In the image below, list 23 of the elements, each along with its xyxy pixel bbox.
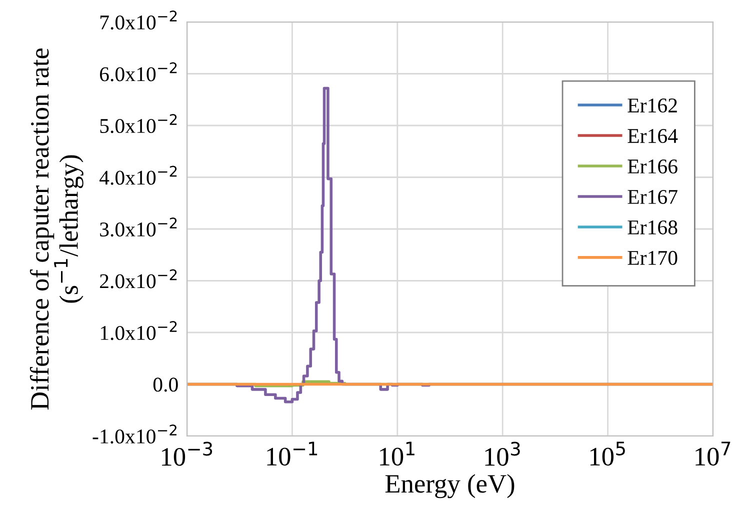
legend-label: Er162 xyxy=(628,98,677,113)
y-tick-label: 7.0x10$^{−2}$ xyxy=(100,10,177,30)
y-tick-label: 3.0x10$^{−2}$ xyxy=(100,218,177,237)
y-tick-label: 4.0x10$^{−2}$ xyxy=(99,166,177,185)
y-tick-label: 2.0x10$^{−2}$ xyxy=(100,269,177,288)
y-tick-label: 1.0x10$^{−2}$ xyxy=(100,321,177,340)
legend-label: Er166 xyxy=(628,160,678,174)
x-tick-label: 10$^{−1}$ xyxy=(267,442,318,466)
y-axis-title: Difference of caputer reaction rate (s$^{−1}$/lethargy) xyxy=(30,48,84,410)
legend-label: Er167 xyxy=(628,190,678,204)
x-tick-label: 10$^{1}$ xyxy=(380,442,414,466)
legend-label: Er168 xyxy=(628,220,678,234)
x-tick-label: 10$^{5}$ xyxy=(590,442,625,466)
y-tick-label: 0.0 xyxy=(153,378,178,392)
legend-label: Er170 xyxy=(628,250,678,265)
legend-label: Er164 xyxy=(628,129,678,144)
y-tick-label: 5.0x10$^{−2}$ xyxy=(100,114,177,134)
y-tick-label: 6.0x10$^{−2}$ xyxy=(100,62,177,82)
x-tick-label: 10$^{7}$ xyxy=(696,442,730,466)
x-axis-title: Energy (eV) xyxy=(385,474,514,498)
x-tick-label: 10$^{−3}$ xyxy=(162,442,212,466)
y-tick-label: -1.0x10$^{−2}$ xyxy=(92,424,176,444)
x-tick-label: 10$^{3}$ xyxy=(485,442,520,466)
